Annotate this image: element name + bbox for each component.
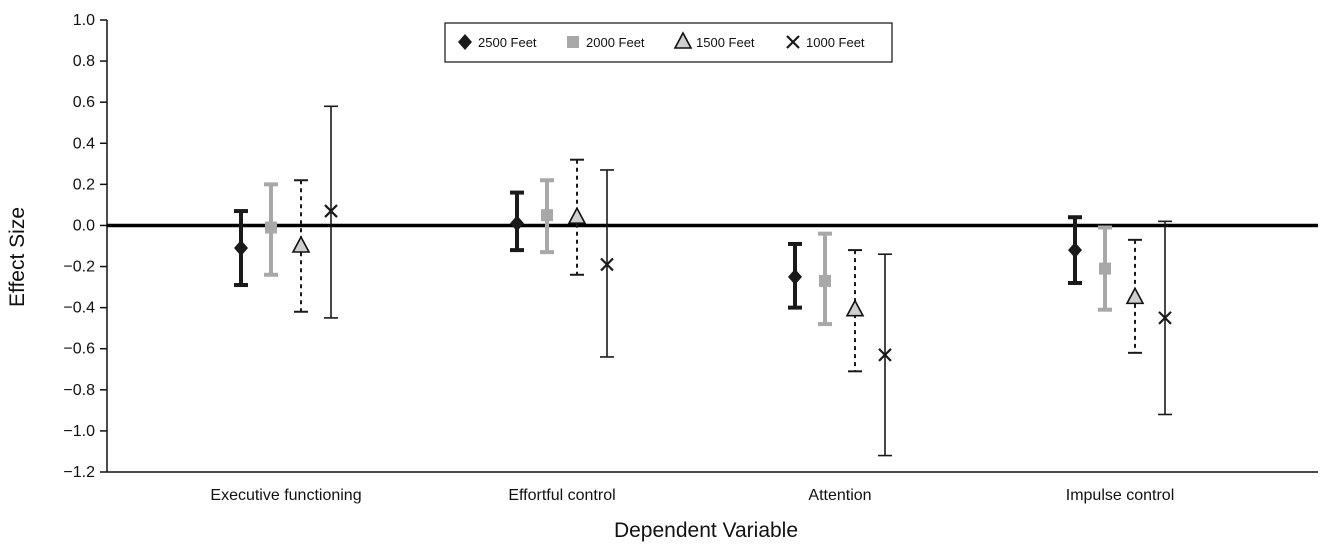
- y-tick-label: 1.0: [73, 12, 95, 29]
- y-tick-label: −0.2: [63, 259, 95, 276]
- series-2000-feet: [264, 178, 1112, 327]
- y-tick-label: 0.2: [73, 176, 95, 193]
- legend-marker-1000-feet: [786, 35, 800, 49]
- legend-item-2000-feet: 2000 Feet: [567, 35, 645, 50]
- y-tick-label: 0.0: [73, 217, 95, 234]
- y-axis: −1.2 −1.0 −0.8 −0.6 −0.4 −0.2 0.0 0.2 0.4 0.6 0.8 1…: [63, 12, 108, 481]
- data-point-1500-feet: [567, 206, 587, 225]
- series-1500-feet: [291, 158, 1145, 373]
- legend: 2500 Feet 2000 Feet 1500 Feet 1000 Feet: [444, 22, 893, 63]
- data-point-2000-feet: [819, 274, 831, 287]
- x-tick-label: Attention: [808, 487, 871, 504]
- legend-marker-1500-feet: [673, 31, 693, 49]
- y-tick-label: −1.0: [63, 423, 95, 440]
- legend-marker-2500-feet: [458, 34, 472, 50]
- y-tick-label: −0.4: [63, 300, 95, 317]
- y-tick-label: −0.6: [63, 341, 95, 358]
- data-point-1500-feet: [291, 235, 311, 253]
- y-tick-label: 0.4: [73, 135, 95, 152]
- legend-item-1500-feet: 1500 Feet: [673, 31, 755, 50]
- x-tick-label: Executive functioning: [210, 487, 361, 504]
- data-point-2000-feet: [1099, 262, 1111, 275]
- data-point-1500-feet: [845, 298, 865, 317]
- legend-label: 2000 Feet: [586, 35, 645, 50]
- y-tick-label: −0.8: [63, 382, 95, 399]
- legend-label: 1500 Feet: [696, 35, 755, 50]
- legend-label: 2500 Feet: [478, 35, 537, 50]
- data-point-1000-feet: [324, 204, 338, 218]
- data-point-1500-feet: [1125, 286, 1145, 305]
- data-point-1000-feet: [878, 348, 892, 362]
- data-series: [234, 105, 1172, 457]
- y-tick-label: 0.8: [73, 53, 95, 70]
- x-tick-label: Impulse control: [1066, 487, 1175, 504]
- legend-label: 1000 Feet: [806, 35, 865, 50]
- x-axis-title: Dependent Variable: [614, 519, 798, 542]
- data-point-1000-feet: [600, 257, 614, 272]
- data-point-2500-feet: [788, 268, 802, 285]
- data-point-2000-feet: [265, 221, 277, 234]
- data-point-2500-feet: [1068, 242, 1082, 259]
- data-point-2500-feet: [510, 215, 524, 232]
- series-1000-feet: [324, 105, 1172, 457]
- series-2500-feet: [234, 190, 1082, 310]
- y-tick-label: −1.2: [63, 464, 95, 481]
- x-axis: Executive functioning Effortful control At…: [107, 223, 1318, 504]
- legend-box: [444, 22, 893, 63]
- legend-item-1000-feet: 1000 Feet: [786, 35, 865, 50]
- data-point-2500-feet: [234, 240, 248, 257]
- legend-item-2500-feet: 2500 Feet: [458, 34, 537, 50]
- y-axis-title: Effect Size: [6, 207, 29, 307]
- x-tick-label: Effortful control: [508, 487, 615, 504]
- data-point-1000-feet: [1158, 311, 1172, 325]
- legend-marker-2000-feet: [567, 36, 579, 48]
- y-tick-label: 0.6: [73, 94, 95, 111]
- data-point-2000-feet: [541, 209, 553, 222]
